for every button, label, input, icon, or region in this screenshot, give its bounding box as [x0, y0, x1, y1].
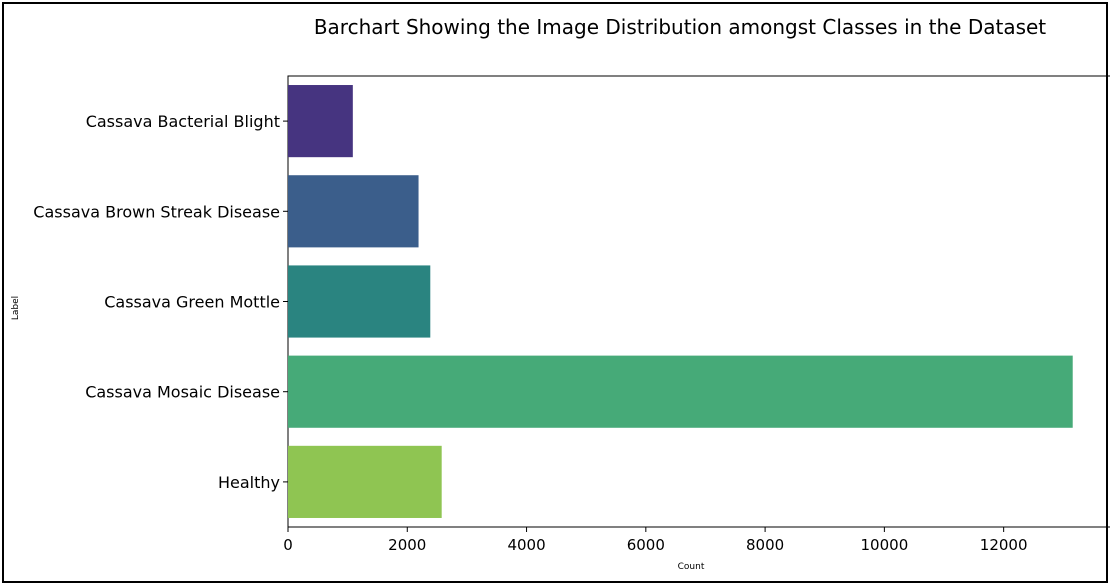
y-tick-label: Healthy [218, 473, 280, 492]
y-axis-title: Label [11, 296, 21, 320]
x-axis-title: Count [678, 562, 705, 572]
y-tick-label: Cassava Green Mottle [104, 293, 280, 312]
x-tick-label: 8000 [746, 536, 784, 554]
y-tick-label: Cassava Brown Streak Disease [33, 202, 280, 221]
y-axis-category-labels: Cassava Bacterial Blight Cassava Brown St… [33, 112, 288, 492]
bar-cassava-bacterial-blight [288, 85, 353, 158]
bar-chart: Barchart Showing the Image Distribution … [11, 15, 1110, 572]
bar-cassava-green-mottle [288, 265, 431, 338]
chart-title: Barchart Showing the Image Distribution … [314, 15, 1046, 39]
x-tick-label: 4000 [507, 536, 545, 554]
x-tick-label: 0 [283, 536, 293, 554]
bar-cassava-mosaic-disease [288, 355, 1073, 428]
bars-layer [288, 85, 1073, 518]
x-axis-ticks: 0 2000 4000 6000 8000 10000 12000 [283, 527, 1028, 554]
x-tick-label: 2000 [388, 536, 426, 554]
y-tick-label: Cassava Bacterial Blight [86, 112, 280, 131]
x-tick-label: 12000 [980, 536, 1028, 554]
x-tick-label: 6000 [627, 536, 665, 554]
x-tick-label: 10000 [861, 536, 909, 554]
bar-cassava-brown-streak-disease [288, 175, 419, 248]
bar-healthy [288, 445, 442, 518]
y-tick-label: Cassava Mosaic Disease [85, 383, 280, 402]
